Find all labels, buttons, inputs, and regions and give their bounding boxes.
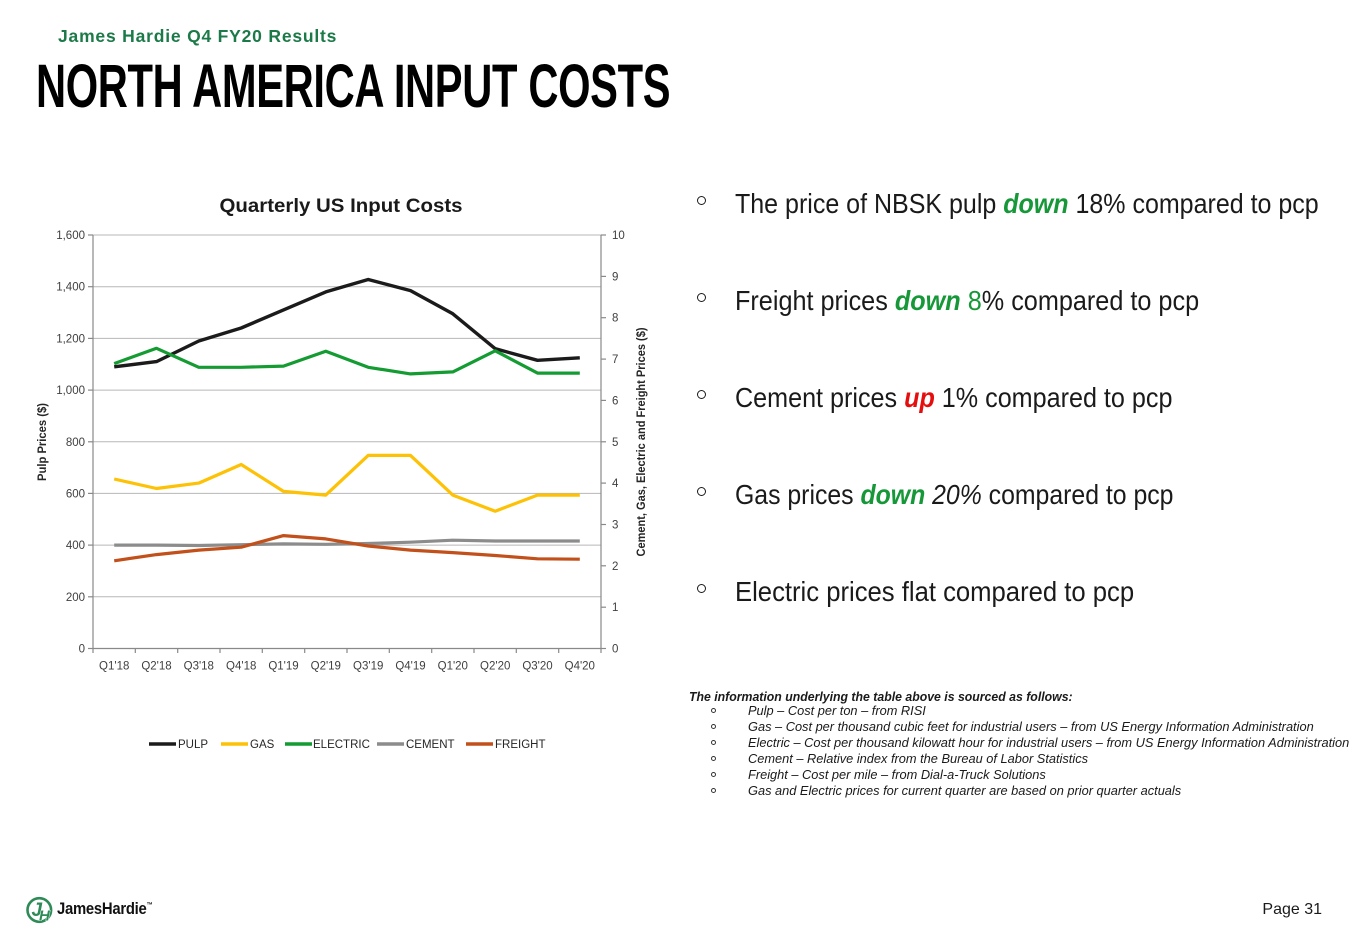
svg-text:1: 1 — [612, 602, 618, 614]
svg-text:Q1'18: Q1'18 — [99, 661, 129, 673]
svg-text:8: 8 — [612, 313, 618, 325]
svg-text:Q1'20: Q1'20 — [438, 661, 468, 673]
svg-text:7: 7 — [612, 354, 618, 366]
svg-text:Q2'20: Q2'20 — [480, 661, 510, 673]
svg-text:J: J — [32, 900, 43, 921]
svg-text:600: 600 — [66, 488, 85, 500]
svg-text:Q3'18: Q3'18 — [184, 661, 214, 673]
svg-text:2: 2 — [612, 561, 618, 573]
svg-text:4: 4 — [612, 478, 619, 490]
svg-text:Q2'19: Q2'19 — [311, 661, 341, 673]
svg-text:6: 6 — [612, 395, 618, 407]
svg-text:ELECTRIC: ELECTRIC — [313, 739, 370, 751]
svg-text:FREIGHT: FREIGHT — [495, 739, 545, 751]
svg-text:Q2'18: Q2'18 — [141, 661, 171, 673]
svg-text:400: 400 — [66, 540, 85, 552]
svg-text:H: H — [39, 908, 51, 925]
svg-text:1,000: 1,000 — [56, 385, 85, 397]
svg-text:Q3'19: Q3'19 — [353, 661, 383, 673]
svg-text:Q4'20: Q4'20 — [565, 661, 595, 673]
svg-text:0: 0 — [612, 644, 618, 656]
svg-text:Q4'18: Q4'18 — [226, 661, 256, 673]
svg-text:9: 9 — [612, 271, 618, 283]
svg-text:Q1'19: Q1'19 — [268, 661, 298, 673]
svg-text:Q4'19: Q4'19 — [395, 661, 425, 673]
svg-text:PULP: PULP — [178, 739, 208, 751]
svg-text:Quarterly US Input Costs: Quarterly US Input Costs — [220, 195, 463, 217]
svg-text:1,200: 1,200 — [56, 333, 85, 345]
svg-text:1,400: 1,400 — [56, 282, 85, 294]
svg-text:GAS: GAS — [250, 739, 275, 751]
svg-text:Pulp Prices ($): Pulp Prices ($) — [37, 403, 49, 481]
svg-text:200: 200 — [66, 592, 85, 604]
svg-text:10: 10 — [612, 230, 625, 242]
svg-text:3: 3 — [612, 520, 618, 532]
svg-text:CEMENT: CEMENT — [406, 739, 455, 751]
svg-text:5: 5 — [612, 437, 618, 449]
svg-text:800: 800 — [66, 437, 85, 449]
svg-text:1,600: 1,600 — [56, 230, 85, 242]
svg-text:Q3'20: Q3'20 — [522, 661, 552, 673]
svg-text:0: 0 — [79, 644, 85, 656]
svg-text:Cement, Gas, Electric and Frei: Cement, Gas, Electric and Freight Prices… — [636, 327, 648, 556]
